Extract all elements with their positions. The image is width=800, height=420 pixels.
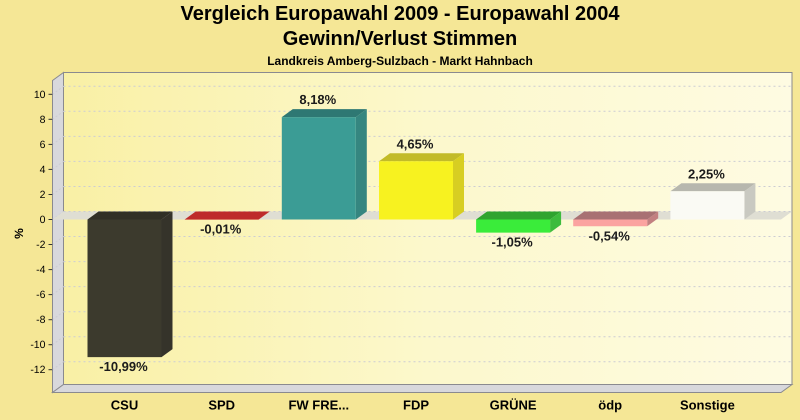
svg-text:8: 8 [40,114,46,126]
svg-text:-1,05%: -1,05% [491,235,533,250]
svg-text:6: 6 [40,139,46,151]
svg-text:%: % [12,228,26,239]
svg-text:-8: -8 [36,314,45,326]
svg-text:4,65%: 4,65% [397,136,434,151]
svg-text:ödp: ödp [598,398,622,413]
svg-text:FDP: FDP [403,398,429,413]
svg-text:-0,54%: -0,54% [589,228,631,243]
svg-text:FW FRE...: FW FRE... [288,398,349,413]
svg-text:0: 0 [40,214,46,226]
svg-text:-4: -4 [36,264,45,276]
svg-text:-10: -10 [30,339,45,351]
svg-text:-10,99%: -10,99% [99,359,148,374]
svg-text:2,25%: 2,25% [688,166,725,181]
svg-text:2: 2 [40,189,46,201]
svg-text:10: 10 [34,89,46,101]
svg-text:GRÜNE: GRÜNE [490,398,537,413]
svg-text:-6: -6 [36,289,45,301]
svg-text:Sonstige: Sonstige [680,398,735,413]
svg-text:-2: -2 [36,239,45,251]
svg-text:8,18%: 8,18% [299,92,336,107]
svg-text:4: 4 [40,164,46,176]
svg-text:SPD: SPD [208,398,235,413]
svg-text:-0,01%: -0,01% [200,222,242,237]
svg-text:-12: -12 [30,364,45,376]
svg-text:CSU: CSU [111,398,138,413]
